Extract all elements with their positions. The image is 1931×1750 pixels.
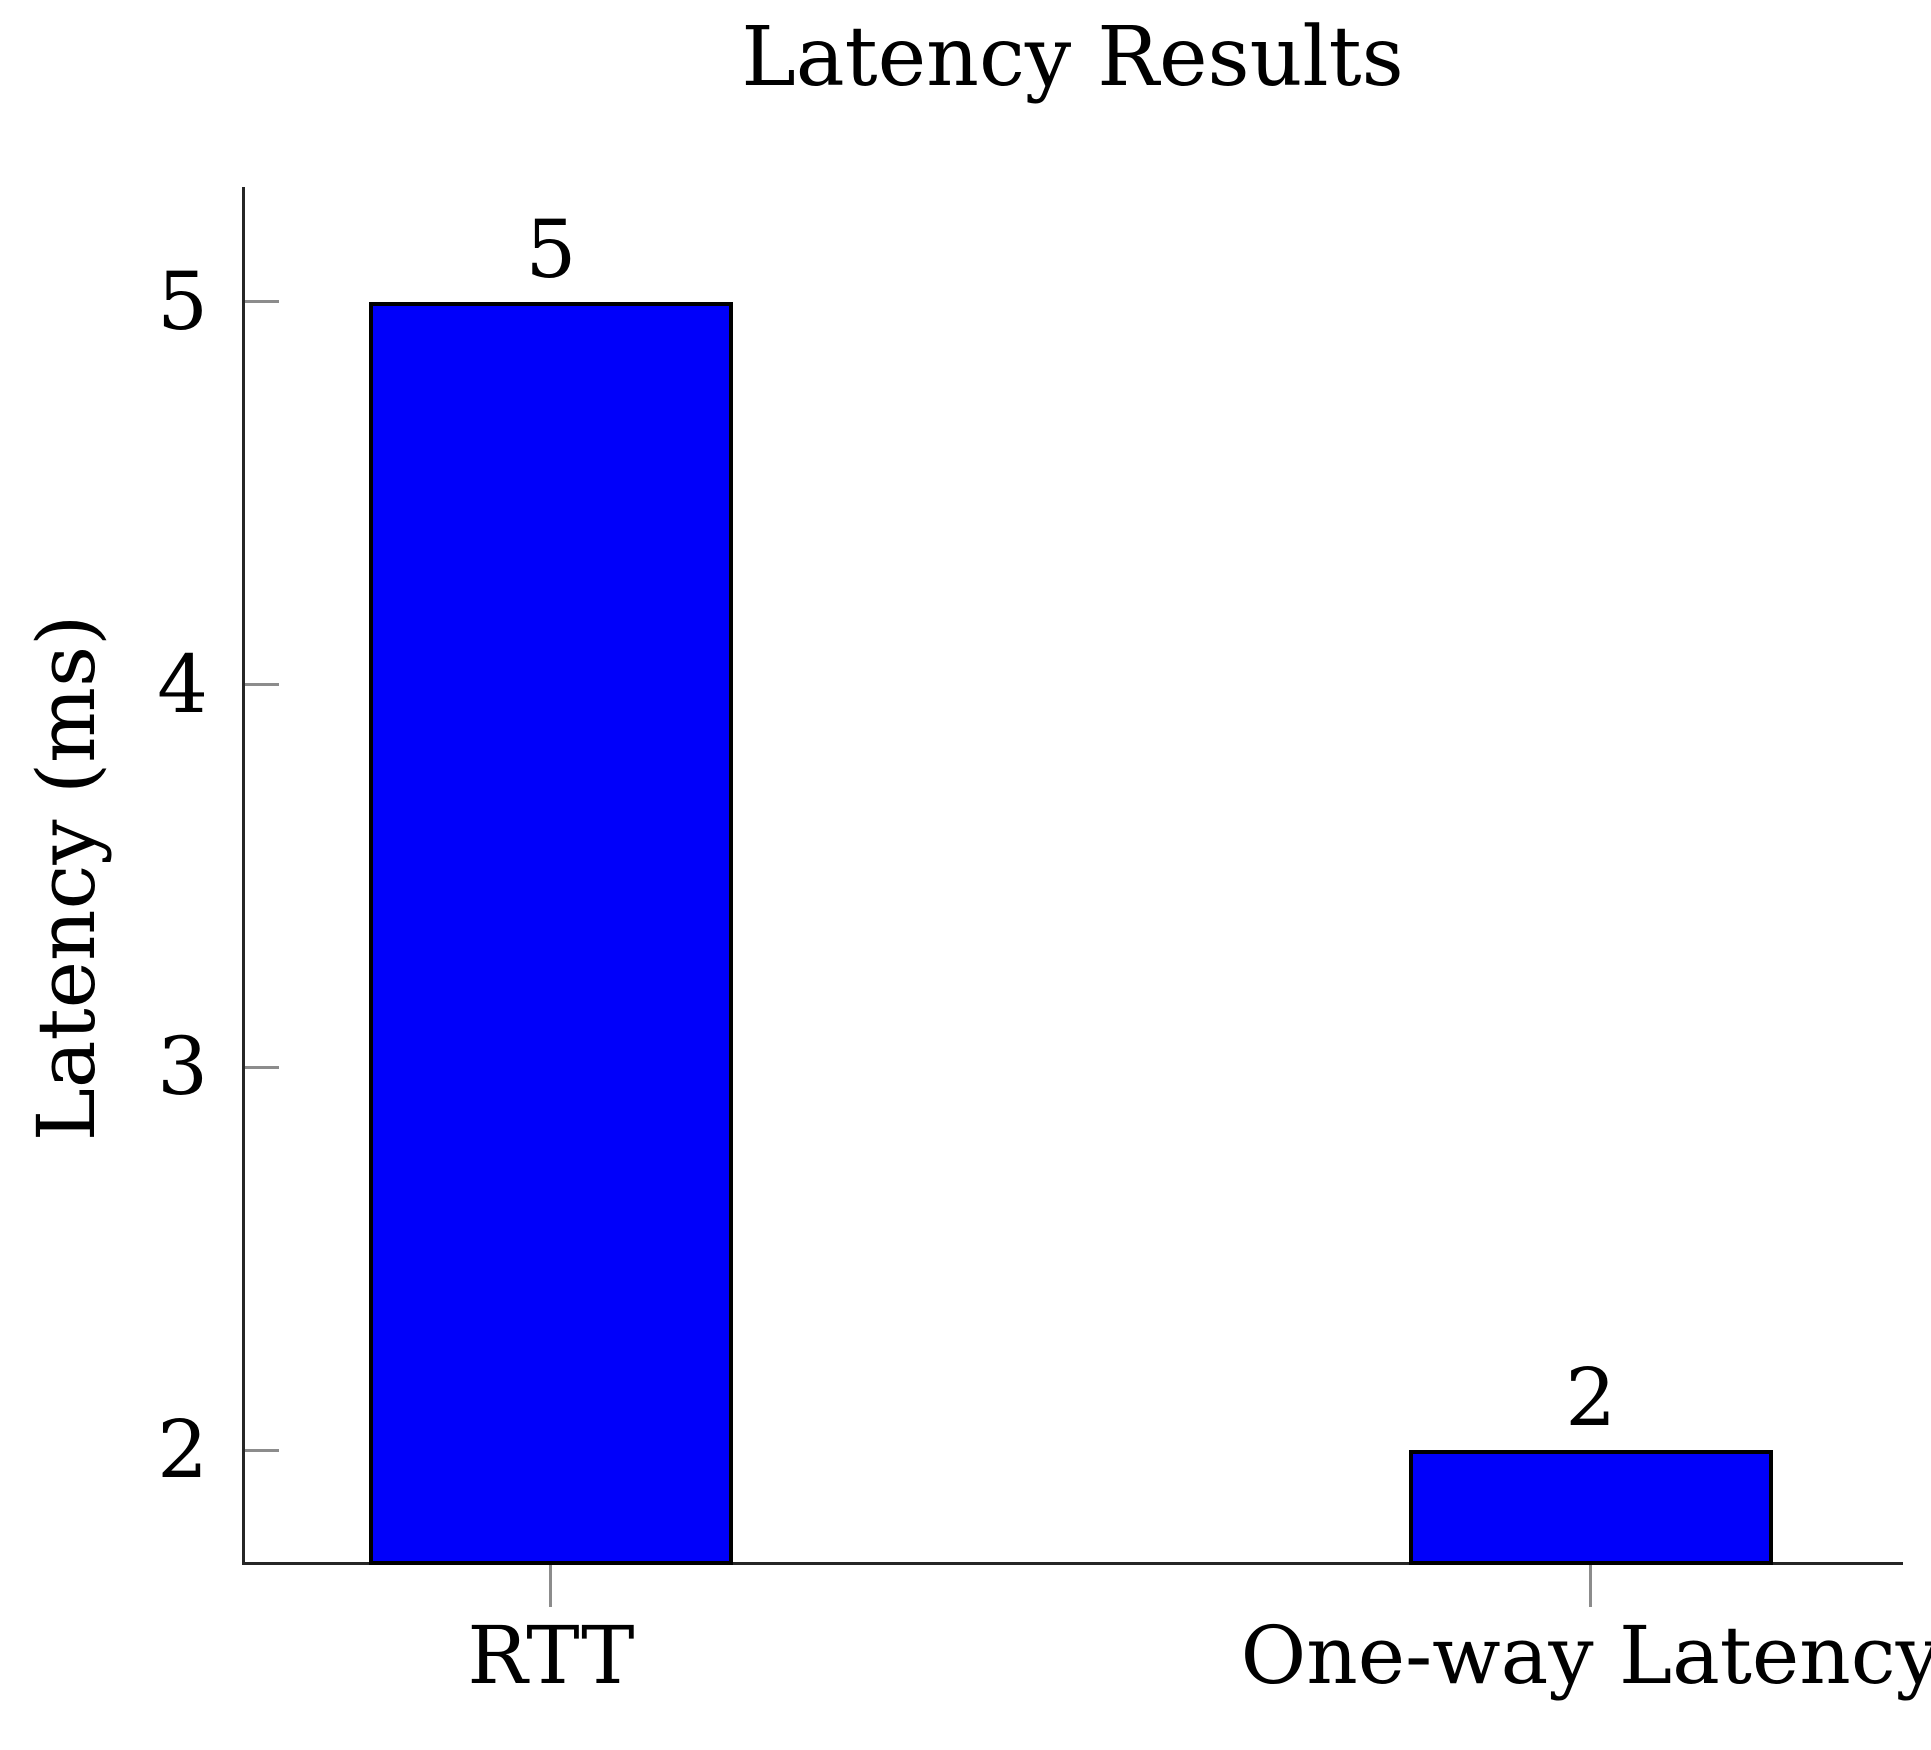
y-tick	[245, 300, 279, 304]
y-tick	[245, 683, 279, 687]
plot-area	[242, 187, 1903, 1565]
y-tick	[245, 1065, 279, 1069]
x-tick-label: One-way Latency	[1240, 1609, 1931, 1702]
chart-title: Latency Results	[741, 10, 1404, 105]
x-tick-label: RTT	[467, 1609, 635, 1702]
y-tick-label: 5	[157, 254, 208, 348]
bar-value-label: 5	[525, 202, 577, 296]
y-tick	[245, 1448, 279, 1452]
x-tick	[549, 1565, 553, 1607]
bar-one-way-latency	[1408, 1450, 1773, 1565]
y-tick-label: 2	[157, 1403, 208, 1497]
bar-value-label: 2	[1565, 1351, 1617, 1445]
bar-rtt	[368, 301, 733, 1565]
y-tick-label: 4	[157, 637, 208, 731]
x-tick	[1589, 1565, 1593, 1607]
y-tick-label: 3	[157, 1020, 208, 1114]
